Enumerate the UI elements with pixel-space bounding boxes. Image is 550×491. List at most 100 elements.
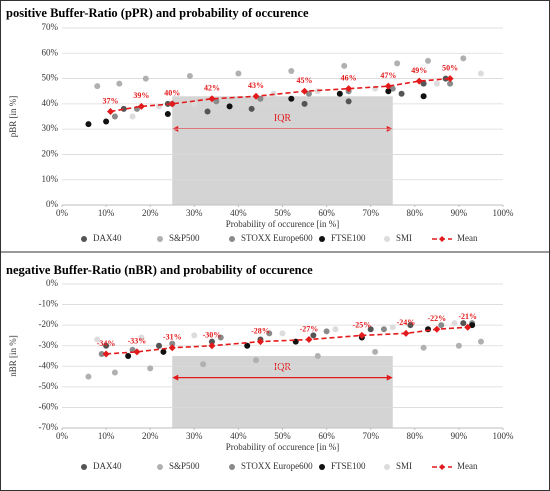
legend-label: S&P500 <box>169 461 200 471</box>
x-tick-label: 80% <box>407 208 424 218</box>
mean-marker <box>256 338 264 346</box>
legend-label: STOXX Europe600 <box>241 233 313 243</box>
legend-swatch <box>81 464 87 470</box>
x-tick-label: 70% <box>362 208 379 218</box>
legend-swatch <box>384 236 390 242</box>
point <box>253 357 260 364</box>
point <box>164 110 171 117</box>
point <box>85 121 92 128</box>
point <box>111 113 118 120</box>
y-tick-label: 40% <box>42 98 59 108</box>
y-axis-label: pBR [in %] <box>8 96 18 138</box>
mean-marker <box>305 336 313 344</box>
point <box>120 105 127 112</box>
point <box>341 62 348 69</box>
point <box>213 98 220 105</box>
x-tick-label: 10% <box>98 431 115 441</box>
point <box>301 100 308 107</box>
y-tick-label: -50% <box>39 381 59 391</box>
data-label: -25% <box>353 320 372 329</box>
data-label: -34% <box>97 339 116 348</box>
data-label: -30% <box>203 331 222 340</box>
data-label: -28% <box>251 326 270 335</box>
iqr-label: IQR <box>274 113 292 124</box>
point <box>447 80 454 87</box>
point <box>385 88 392 95</box>
point <box>257 95 264 102</box>
x-tick-label: 80% <box>407 431 424 441</box>
y-tick-label: -30% <box>39 340 59 350</box>
point <box>191 100 198 107</box>
mean-marker <box>402 329 410 337</box>
point <box>147 365 154 372</box>
y-axis-label: nBR [in %] <box>8 335 18 377</box>
point <box>217 334 224 341</box>
point <box>226 103 233 110</box>
point <box>98 350 105 357</box>
point <box>389 85 396 92</box>
legend-marker <box>439 464 445 470</box>
point <box>372 348 379 355</box>
data-label: -31% <box>163 333 182 342</box>
y-tick-label: -60% <box>39 401 59 411</box>
data-label: -33% <box>128 337 147 346</box>
mean-marker <box>107 107 115 115</box>
legend-swatch <box>384 464 390 470</box>
point <box>208 338 215 345</box>
mean-marker <box>168 100 176 108</box>
y-tick-label: 10% <box>42 174 59 184</box>
point <box>336 90 343 97</box>
legend-swatch <box>157 236 163 242</box>
data-label: -21% <box>458 312 477 321</box>
point <box>138 334 145 341</box>
mean-marker <box>446 75 454 83</box>
point <box>244 342 251 349</box>
mean-marker <box>464 323 472 331</box>
point <box>103 342 110 349</box>
point <box>420 344 427 351</box>
x-tick-label: 100% <box>493 431 515 441</box>
data-label: -27% <box>300 324 319 333</box>
y-tick-label: 20% <box>42 148 59 158</box>
legend-label: SMI <box>396 233 412 243</box>
point <box>125 353 132 359</box>
point <box>438 322 445 329</box>
mean-marker <box>168 344 176 352</box>
point <box>367 326 374 333</box>
point <box>398 90 405 97</box>
legend-label: Mean <box>457 233 478 243</box>
legend-label: DAX40 <box>93 461 122 471</box>
y-tick-label: 50% <box>42 73 59 83</box>
data-label: 45% <box>297 76 313 85</box>
x-axis-label: Probability of occurence [in %] <box>226 219 339 229</box>
point <box>279 330 286 337</box>
x-tick-label: 100% <box>493 208 515 218</box>
point <box>477 338 484 345</box>
mean-marker <box>384 82 392 90</box>
point <box>345 98 352 105</box>
legend-swatch <box>319 236 325 242</box>
iqr-label: IQR <box>274 362 292 373</box>
point <box>204 108 211 115</box>
data-label: 50% <box>442 63 458 72</box>
data-label: 40% <box>164 89 180 98</box>
point <box>332 326 339 333</box>
x-tick-label: 30% <box>186 431 203 441</box>
point <box>451 320 458 327</box>
x-tick-label: 40% <box>230 431 247 441</box>
y-tick-label: 30% <box>42 123 59 133</box>
y-tick-label: 0% <box>46 278 59 288</box>
data-label: 46% <box>341 74 357 83</box>
point <box>305 90 312 97</box>
legend-label: Mean <box>457 461 478 471</box>
x-tick-label: 50% <box>274 431 291 441</box>
mean-line <box>110 77 451 113</box>
point <box>394 60 401 67</box>
x-tick-label: 60% <box>318 208 335 218</box>
point <box>288 67 295 74</box>
x-tick-label: 30% <box>186 208 203 218</box>
legend-swatch <box>229 464 235 470</box>
legend-label: FTSE100 <box>331 233 366 243</box>
x-tick-label: 10% <box>98 208 115 218</box>
